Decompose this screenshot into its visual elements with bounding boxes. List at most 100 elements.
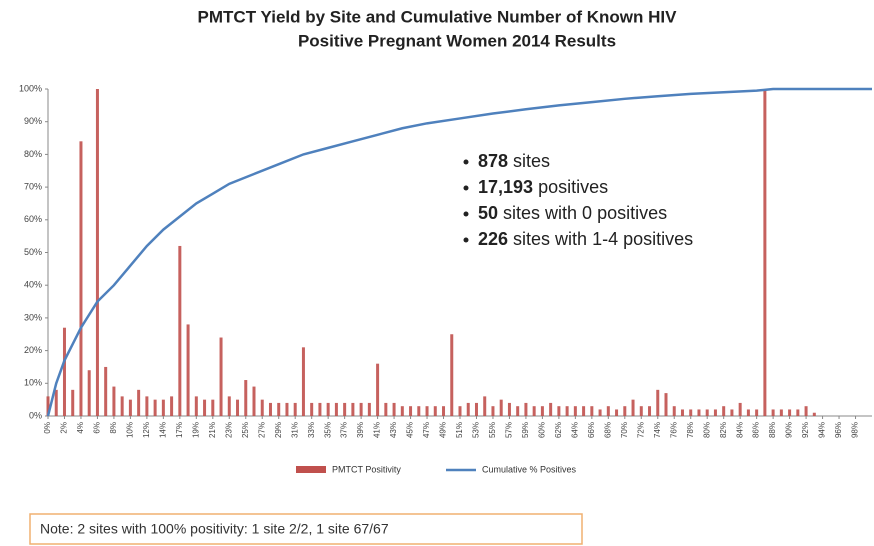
- bar: [95, 89, 99, 416]
- x-tick-label: 60%: [538, 422, 547, 438]
- bar: [326, 402, 330, 416]
- bar: [376, 363, 380, 416]
- x-tick-label: 57%: [505, 422, 514, 438]
- x-tick-label: 8%: [109, 422, 118, 434]
- x-tick-label: 90%: [785, 422, 794, 438]
- y-tick-label: 20%: [24, 345, 42, 355]
- bar: [507, 402, 511, 416]
- bar: [178, 245, 182, 416]
- bar: [153, 399, 157, 416]
- bar: [351, 402, 355, 416]
- legend-swatch: [296, 466, 326, 473]
- bar: [648, 406, 652, 416]
- annotation-text: sites: [508, 151, 550, 171]
- bar: [540, 406, 544, 416]
- x-tick-label: 23%: [224, 422, 233, 438]
- chart-title: PMTCT Yield by Site and Cumulative Numbe…: [198, 7, 678, 26]
- bar: [763, 89, 767, 416]
- bar: [557, 406, 561, 416]
- bar: [483, 396, 487, 416]
- bar: [524, 402, 528, 416]
- bar: [285, 402, 289, 416]
- annotation: 17,193 positives: [478, 177, 608, 197]
- x-tick-label: 68%: [603, 422, 612, 438]
- y-tick-label: 100%: [19, 83, 42, 93]
- x-tick-label: 45%: [406, 422, 415, 438]
- bar: [244, 380, 248, 416]
- bar: [746, 409, 750, 416]
- bar: [631, 399, 635, 416]
- bar: [54, 389, 58, 416]
- bar: [713, 409, 717, 416]
- bar: [458, 406, 462, 416]
- bar: [343, 402, 347, 416]
- x-tick-label: 49%: [439, 422, 448, 438]
- bar: [128, 399, 132, 416]
- x-tick-label: 43%: [389, 422, 398, 438]
- bar: [79, 141, 83, 416]
- cumulative-line: [46, 87, 872, 417]
- y-tick-label: 70%: [24, 181, 42, 191]
- bar: [689, 409, 693, 416]
- x-tick-label: 10%: [126, 422, 135, 438]
- x-tick-label: 86%: [752, 422, 761, 438]
- bar: [590, 406, 594, 416]
- bar: [615, 409, 619, 416]
- bar: [384, 402, 388, 416]
- x-tick-label: 59%: [521, 422, 530, 438]
- y-tick-label: 40%: [24, 280, 42, 290]
- bar: [730, 409, 734, 416]
- bar: [186, 324, 190, 416]
- bar: [227, 396, 231, 416]
- x-tick-label: 12%: [142, 422, 151, 438]
- bar: [293, 402, 297, 416]
- x-tick-label: 94%: [818, 422, 827, 438]
- bar: [417, 406, 421, 416]
- bar: [582, 406, 586, 416]
- x-tick-label: 17%: [175, 422, 184, 438]
- x-tick-label: 55%: [488, 422, 497, 438]
- annotation-text: sites with 0 positives: [498, 203, 667, 223]
- bar: [425, 406, 429, 416]
- bar: [442, 406, 446, 416]
- chart-title: Positive Pregnant Women 2014 Results: [298, 31, 616, 50]
- y-tick-label: 0%: [29, 410, 42, 420]
- bar: [211, 399, 215, 416]
- x-tick-label: 82%: [719, 422, 728, 438]
- note-box: [29, 513, 583, 545]
- bar: [104, 366, 108, 416]
- bar: [779, 409, 783, 416]
- bar: [252, 386, 256, 416]
- bullet: [463, 211, 469, 217]
- bar: [334, 402, 338, 416]
- x-tick-label: 31%: [290, 422, 299, 438]
- bar: [137, 389, 141, 416]
- bullet: [463, 159, 469, 165]
- annotation-bold: 878: [478, 151, 508, 171]
- bar: [236, 399, 240, 416]
- x-tick-label: 47%: [422, 422, 431, 438]
- y-tick-label: 50%: [24, 247, 42, 257]
- x-tick-label: 29%: [274, 422, 283, 438]
- bar: [87, 370, 91, 416]
- x-tick-label: 37%: [340, 422, 349, 438]
- annotation-bold: 50: [478, 203, 498, 223]
- annotation-text: sites with 1-4 positives: [508, 229, 693, 249]
- bar: [771, 409, 775, 416]
- x-tick-label: 70%: [620, 422, 629, 438]
- legend-label: Cumulative % Positives: [482, 464, 577, 474]
- x-tick-label: 76%: [669, 422, 678, 438]
- bar: [71, 389, 75, 416]
- x-tick-label: 6%: [93, 422, 102, 434]
- x-tick-label: 62%: [554, 422, 563, 438]
- bar: [161, 399, 165, 416]
- x-tick-label: 96%: [834, 422, 843, 438]
- x-tick-label: 19%: [191, 422, 200, 438]
- x-tick-label: 64%: [570, 422, 579, 438]
- x-tick-label: 78%: [686, 422, 695, 438]
- bar: [318, 402, 322, 416]
- bullet: [463, 237, 469, 243]
- bar: [812, 412, 816, 416]
- x-tick-label: 25%: [241, 422, 250, 438]
- annotation: 50 sites with 0 positives: [478, 203, 667, 223]
